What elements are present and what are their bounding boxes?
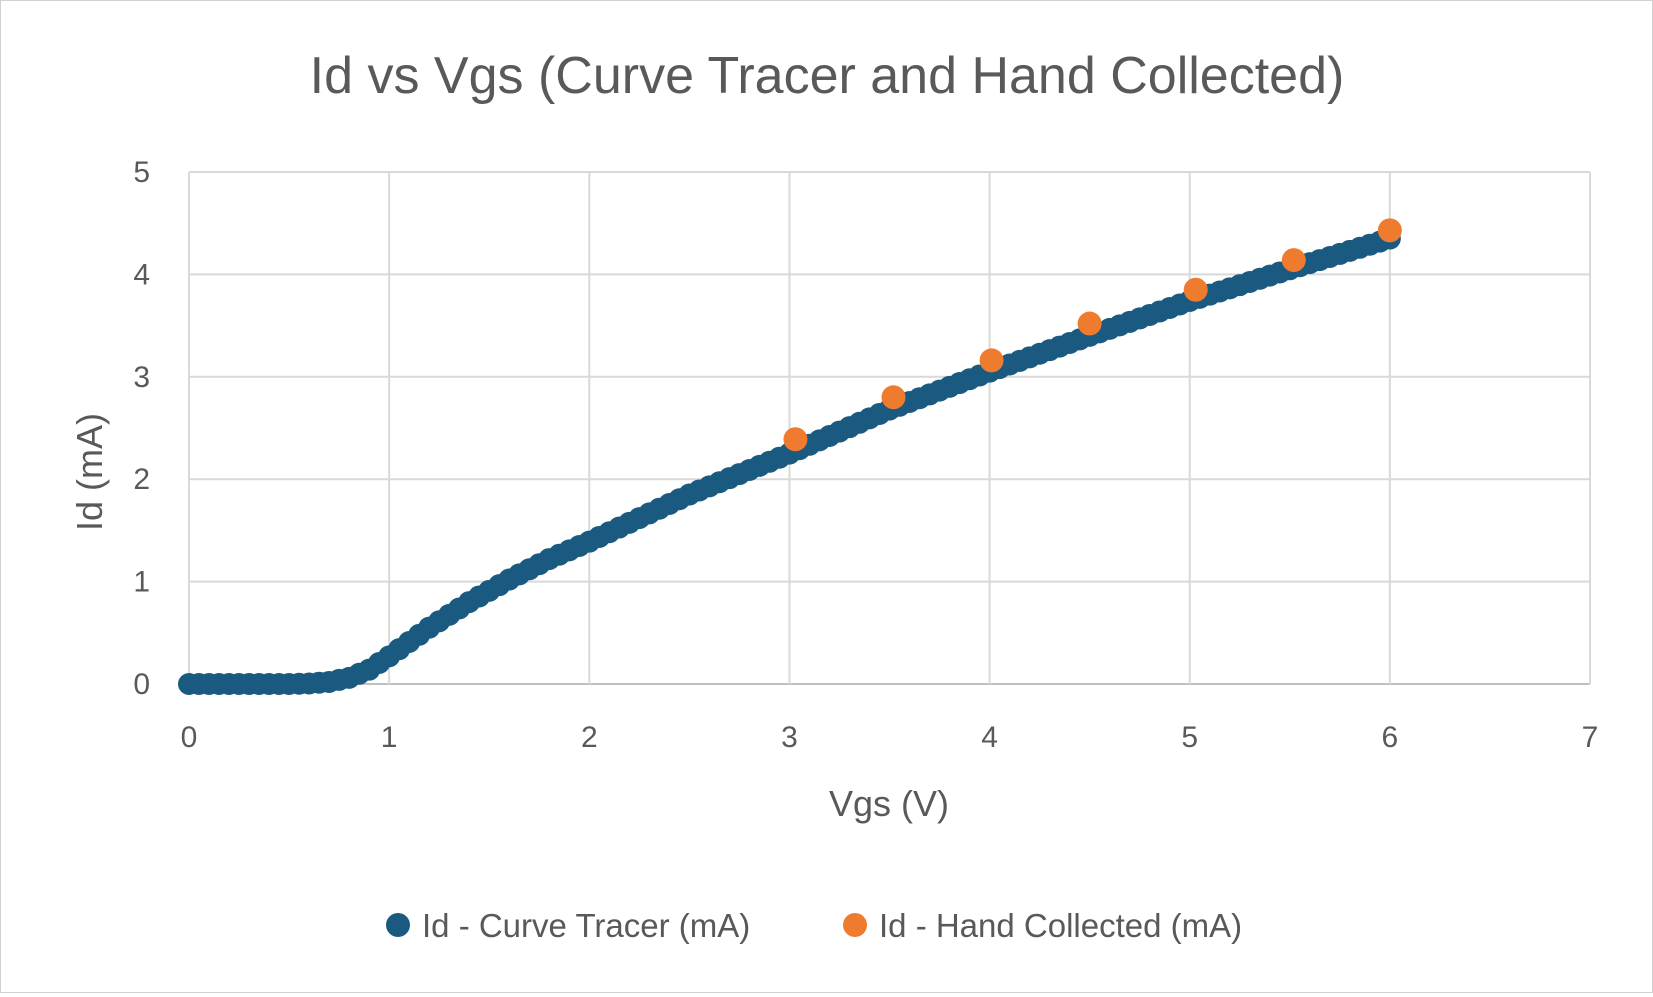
x-tick-label: 0 (181, 721, 198, 754)
hand-collected-point (1281, 248, 1306, 273)
x-axis-title: Vgs (V) (829, 783, 949, 824)
series-hand-collected (783, 218, 1402, 452)
x-tick-label: 1 (381, 721, 398, 754)
gridlines (188, 171, 1591, 685)
x-tick-label: 4 (981, 721, 998, 754)
y-tick-label: 0 (133, 668, 150, 701)
hand-collected-point (1183, 277, 1208, 302)
y-tick-label: 1 (133, 566, 150, 599)
legend-label-curve-tracer: Id - Curve Tracer (mA) (422, 907, 750, 944)
x-tick-label: 2 (581, 721, 598, 754)
legend-marker-curve-tracer (386, 913, 410, 937)
hand-collected-point (881, 385, 906, 410)
y-tick-label: 4 (133, 258, 150, 291)
x-tick-label: 6 (1382, 721, 1399, 754)
hand-collected-point (1077, 311, 1102, 336)
x-tick-label: 5 (1181, 721, 1198, 754)
x-tick-label: 7 (1582, 721, 1599, 754)
chart-title: Id vs Vgs (Curve Tracer and Hand Collect… (310, 47, 1345, 105)
hand-collected-point (783, 427, 808, 452)
y-axis-title: Id (mA) (69, 413, 110, 531)
legend: Id - Curve Tracer (mA) Id - Hand Collect… (386, 907, 1242, 944)
y-tick-label: 3 (133, 361, 150, 394)
series-curve-tracer (178, 227, 1401, 695)
hand-collected-point (1377, 218, 1402, 243)
y-tick-label: 2 (133, 463, 150, 496)
x-tick-label: 3 (781, 721, 798, 754)
y-tick-label: 5 (133, 156, 150, 189)
axis-tick-labels: 0 1 2 3 4 5 0 1 2 3 4 5 6 7 (133, 156, 1598, 754)
legend-marker-hand-collected (843, 913, 867, 937)
legend-label-hand-collected: Id - Hand Collected (mA) (879, 907, 1242, 944)
hand-collected-point (979, 348, 1004, 373)
